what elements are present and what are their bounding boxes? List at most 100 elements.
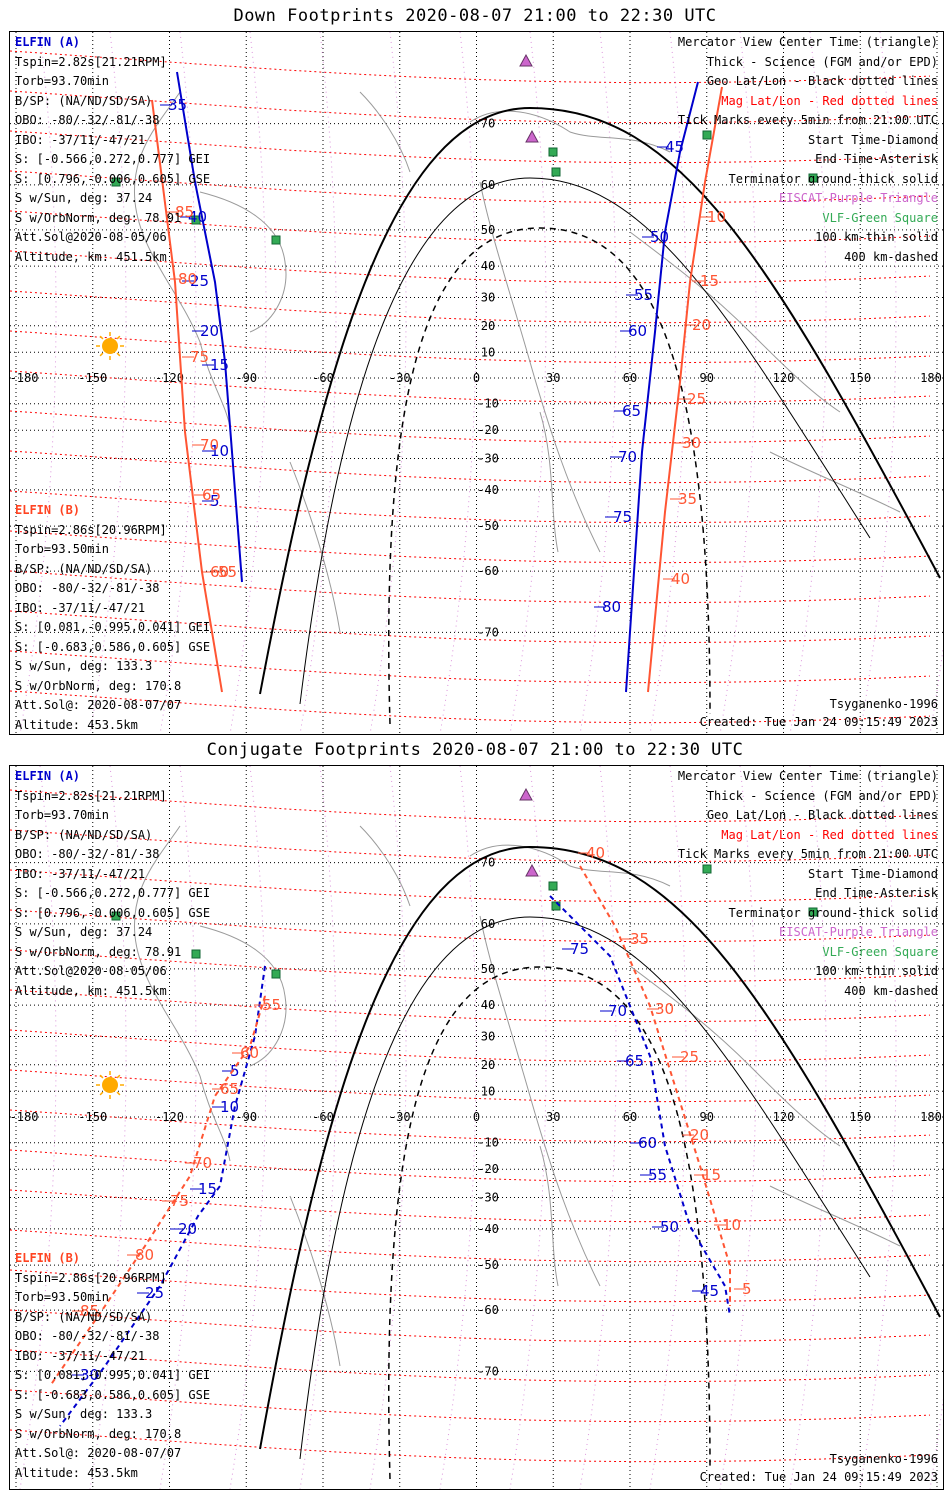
vlf-square-icon	[548, 881, 558, 891]
legend-line: Geo Lat/Lon - Black dotted lines	[706, 74, 938, 88]
mag-lat-gridline	[10, 690, 931, 724]
legend-line: Thick - Science (FGM and/or EPD)	[706, 54, 938, 69]
elfin-a-info: ELFIN (A) Tspin=2.82s[21.21RPM] Torb=93.7…	[15, 33, 210, 267]
elfin-a-info-line: IBO: -37/11/-47/21	[15, 866, 146, 881]
lat-tick-label: -50	[477, 519, 499, 533]
elfin-b-track-east-tick-label: 35	[678, 490, 697, 508]
elfin-a-info-line: S: [0.796,-0.006,0.605] GSE	[15, 905, 211, 920]
legend-line: Tick Marks every 5min from 21:00 UTC	[677, 847, 938, 861]
mag-lat-gridline	[10, 410, 931, 444]
legend-line: 400 km-dashed	[844, 249, 938, 264]
elfin-b-info-line: S: [-0.683,0.586,0.605] GSE	[15, 639, 211, 654]
vlf-square-icon	[111, 177, 121, 187]
elfin-b-track-west-tick-label: 55	[262, 996, 281, 1014]
elfin-b-track-west-tick-label: 85	[80, 1302, 99, 1320]
coastline	[539, 411, 559, 553]
elfin-b-track-east-tick-label: 25	[687, 390, 706, 408]
mag-lon-gridline	[719, 32, 757, 734]
legend-line: 100 km-thin solid	[815, 964, 938, 978]
lon-tick-label: -90	[235, 371, 257, 385]
sun-ray	[99, 1074, 104, 1079]
lat-tick-label: 20	[481, 319, 495, 333]
elfin-a-track-tick-label: 45	[700, 1282, 719, 1300]
mag-lon-gridline	[19, 32, 57, 734]
lon-tick-label: 120	[773, 371, 795, 385]
legend-line: Thick - Science (FGM and/or EPD)	[706, 788, 938, 803]
coastline	[199, 925, 287, 1067]
lon-tick-label: -60	[312, 1110, 334, 1124]
coastline	[479, 181, 601, 553]
elfin-a-info-line: Att.Sol@2020-08-05/06	[15, 964, 167, 978]
lon-tick-label: -30	[389, 1110, 411, 1124]
conjugate-footprints-map: -180 -150 -120 -90 -60 -30 0 30 60 90 120 150 180 70 6…	[9, 765, 944, 1490]
legend-line: Start Time-Diamond	[807, 866, 938, 881]
lat-tick-label: -50	[477, 1258, 499, 1272]
lon-tick-label: -180	[10, 371, 38, 385]
mag-lon-gridline	[789, 32, 827, 734]
legend-line: Mag Lat/Lon - Red dotted lines	[721, 93, 938, 108]
legend-line: EISCAT-Purple Triangle	[779, 925, 938, 939]
elfin-a-track-east	[625, 81, 699, 693]
mag-lat-gridline	[10, 210, 931, 244]
vlf-square-icon	[191, 949, 201, 959]
elfin-b-info-line: Torb=93.50min	[15, 1290, 109, 1304]
coastline	[133, 91, 231, 428]
elfin-b-info-line: Altitude: 453.5km	[15, 717, 138, 732]
terminator-100km	[299, 177, 871, 705]
mag-lat-gridline	[10, 570, 931, 604]
vlf-square-icon	[551, 167, 561, 177]
elfin-b-track-tick-label: 75	[190, 348, 209, 366]
terminator-400km	[388, 966, 711, 1480]
mag-lat-gridline	[10, 1069, 931, 1103]
lat-tick-label: 20	[481, 1058, 495, 1072]
elfin-a-info-line: Tspin=2.82s[21.21RPM]	[15, 54, 167, 69]
lat-tick-label: -60	[477, 1303, 499, 1317]
elfin-b-info-line: S: [-0.683,0.586,0.605] GSE	[15, 1387, 211, 1402]
lat-tick-label: 70	[481, 117, 495, 131]
elfin-b-track-west-tick-label: 60	[240, 1044, 259, 1062]
elfin-b-track-tick-label: 10	[722, 1216, 741, 1234]
eiscat-triangle-icon	[525, 129, 539, 143]
created-timestamp: Created: Tue Jan 24 09:15:49 2023	[699, 1470, 938, 1484]
legend-line: Mag Lat/Lon - Red dotted lines	[721, 827, 938, 842]
elfin-b-info-line: S w/Sun, deg: 133.3	[15, 1407, 153, 1421]
elfin-b-info: ELFIN (B) Tspin=2.86s[20.96RPM] Torb=93.5…	[15, 501, 211, 734]
elfin-b-info-line: S: [0.081,-0.995,0.041] GEI	[15, 620, 211, 634]
legend-line: Terminator ground-thick solid	[728, 905, 938, 920]
mag-lon-gridline	[509, 32, 547, 734]
elfin-b-track-tick-label: 30	[655, 1000, 674, 1018]
elfin-b-info-line: Att.Sol@: 2020-08-07/07	[15, 1446, 182, 1460]
elfin-a-info-line: B/SP: (NA/ND/SD/SA)	[15, 93, 153, 108]
lon-tick-label: 0	[473, 371, 480, 385]
sun-ray	[116, 335, 121, 340]
lon-tick-label: -150	[78, 371, 107, 385]
coastline	[479, 915, 601, 1287]
mag-lat-gridline	[10, 1309, 931, 1343]
elfin-a-track-west	[59, 965, 266, 1427]
mag-lat-gridline	[10, 1229, 931, 1263]
elfin-a-track-east-tick-label: 70	[618, 448, 637, 466]
elfin-a-info-line: OBO: -80/-32/-81/-38	[15, 847, 160, 861]
lat-tick-label: 10	[481, 345, 495, 359]
model-credits: Tsyganenko-1996 Created: Tue Jan 24 09:1…	[700, 1450, 938, 1486]
elfin-a-info-line: Altitude, km: 451.5km	[15, 983, 167, 998]
elfin-a-label: ELFIN (A)	[15, 35, 81, 49]
elfin-a-track-tick-label: 75	[570, 940, 589, 958]
elfin-b-info-line: S w/Sun, deg: 133.3	[15, 659, 153, 673]
terminator-100km	[299, 916, 871, 1460]
elfin-a-track-tick-label: 15	[210, 356, 229, 374]
lat-tick-label: 30	[481, 290, 495, 304]
mag-lon-gridline	[229, 32, 267, 734]
legend-line: Tick Marks every 5min from 21:00 UTC	[677, 113, 938, 127]
lon-tick-label: 60	[623, 1110, 637, 1124]
elfin-a-track-tick-label: 55	[648, 1166, 667, 1184]
legend-line: 100 km-thin solid	[815, 230, 938, 244]
mag-lat-gridline	[10, 250, 931, 284]
elfin-a-track-west-tick-label: 10	[220, 1098, 239, 1116]
mag-lat-gridline	[10, 1109, 931, 1143]
lat-tick-label: -20	[477, 1162, 499, 1176]
mag-lat-gridline	[10, 1269, 931, 1303]
legend-line: VLF-Green Square	[822, 210, 938, 225]
elfin-a-track-tick-label: 65	[625, 1052, 644, 1070]
elfin-b-track-tick-label: 80	[178, 270, 197, 288]
